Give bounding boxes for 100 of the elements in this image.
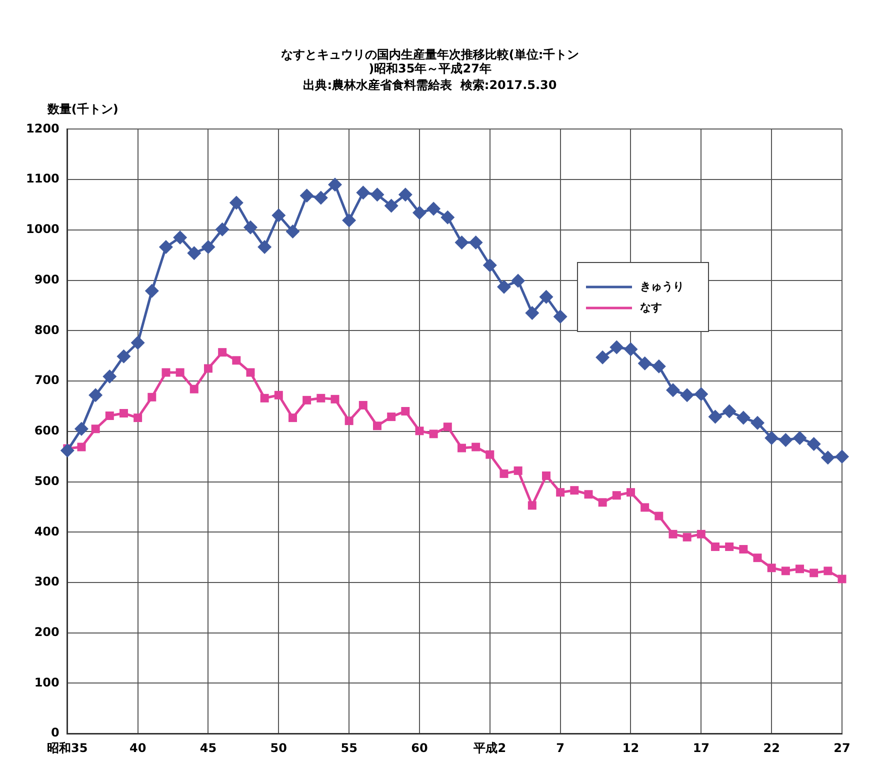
point <box>598 498 607 507</box>
point <box>835 450 849 464</box>
point <box>610 340 624 354</box>
point <box>454 236 469 250</box>
point <box>722 404 736 418</box>
point <box>105 412 114 420</box>
point <box>626 488 635 497</box>
point <box>412 206 426 220</box>
point <box>556 488 565 497</box>
y-tick-label: 700 <box>34 373 60 388</box>
y-tick-label: 800 <box>34 322 60 337</box>
x-tick-label: 平成2 <box>472 740 506 755</box>
point <box>514 466 522 475</box>
point <box>584 490 593 499</box>
point <box>342 213 356 228</box>
point <box>201 240 216 254</box>
point <box>77 442 86 452</box>
point <box>838 574 846 584</box>
point <box>258 240 272 254</box>
point <box>542 471 550 480</box>
point <box>668 530 678 538</box>
point <box>384 198 398 213</box>
point <box>694 387 708 402</box>
point <box>666 383 680 398</box>
point <box>750 416 764 430</box>
point <box>173 230 188 244</box>
point <box>134 414 142 422</box>
point <box>144 284 159 298</box>
point <box>767 564 776 572</box>
point <box>330 394 340 404</box>
point <box>806 436 821 451</box>
point <box>74 422 88 436</box>
point <box>300 188 314 203</box>
point <box>302 396 312 404</box>
point <box>638 356 652 370</box>
y-tick-label: 600 <box>34 424 60 438</box>
y-tick-label: 900 <box>34 272 60 286</box>
x-tick-label: 45 <box>200 740 217 755</box>
point <box>130 336 145 350</box>
point <box>796 564 804 574</box>
point <box>429 430 438 438</box>
point <box>358 400 368 410</box>
point <box>511 274 526 288</box>
point <box>810 568 818 578</box>
point <box>612 491 621 500</box>
x-tick-label: 17 <box>692 740 710 755</box>
point <box>711 542 720 551</box>
point <box>652 359 666 374</box>
point <box>764 430 779 445</box>
point <box>496 280 511 294</box>
point <box>372 422 382 430</box>
x-tick-label: 7 <box>556 740 565 755</box>
point <box>415 426 424 436</box>
point <box>792 430 807 445</box>
y-tick-label: 1000 <box>26 222 60 236</box>
x-tick-label: 昭和35 <box>47 740 88 755</box>
point <box>116 349 131 364</box>
point <box>176 368 184 377</box>
point <box>654 512 664 520</box>
point <box>824 566 832 576</box>
point <box>443 422 452 432</box>
x-tick-label: 60 <box>411 740 428 755</box>
point <box>458 444 466 452</box>
point <box>328 178 342 192</box>
point <box>725 542 734 551</box>
point <box>148 392 156 402</box>
point <box>640 503 650 512</box>
x-tick-label: 50 <box>270 740 288 755</box>
point <box>119 409 128 418</box>
point <box>624 342 638 356</box>
point <box>486 450 494 459</box>
point <box>739 545 748 554</box>
point <box>468 236 483 250</box>
point <box>539 290 554 304</box>
point <box>696 530 706 538</box>
point <box>596 350 610 364</box>
point <box>314 190 328 205</box>
point <box>778 432 793 447</box>
point <box>528 501 536 510</box>
y-tick-label: 200 <box>34 624 60 639</box>
point <box>316 394 326 402</box>
y-tick-label: 0 <box>51 726 60 740</box>
y-tick-label: 300 <box>34 574 60 589</box>
y-tick-label: 1100 <box>26 172 60 186</box>
point <box>88 388 103 402</box>
point <box>286 224 300 238</box>
point <box>215 222 230 236</box>
y-tick-label: 100 <box>34 675 60 690</box>
point <box>708 410 722 424</box>
point <box>401 407 410 416</box>
point <box>162 368 170 377</box>
point <box>387 412 396 422</box>
point <box>218 348 227 357</box>
x-tick-label: 27 <box>834 740 850 755</box>
point <box>500 469 508 478</box>
point <box>246 368 255 377</box>
point <box>570 486 579 495</box>
point <box>682 532 692 542</box>
point <box>398 188 412 202</box>
point <box>440 210 455 224</box>
